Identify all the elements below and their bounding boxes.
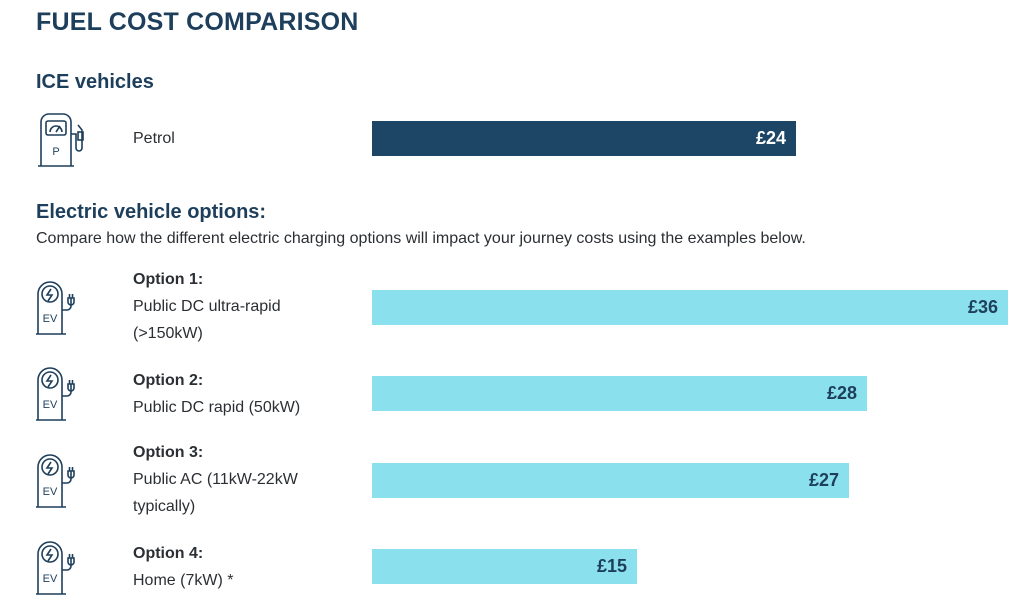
bar-option-4: £15 <box>372 549 637 584</box>
ev-charger-icon: EV <box>36 541 75 595</box>
svg-text:EV: EV <box>43 399 58 411</box>
bar-value-label: £36 <box>967 297 998 317</box>
option-4-label: Option 4: Home (7kW) * <box>133 540 333 594</box>
bar-value-label: £15 <box>596 556 627 576</box>
bar-option-1: £36 <box>372 290 1008 325</box>
bar-value-label: £28 <box>826 383 857 403</box>
ev-section-heading: Electric vehicle options: <box>36 201 267 223</box>
option-title: Option 2: <box>133 372 204 389</box>
ev-charger-icon: EV <box>36 281 75 335</box>
option-title: Option 1: <box>133 271 204 288</box>
svg-text:EV: EV <box>43 313 58 325</box>
option-1-label: Option 1: Public DC ultra-rapid (>150kW) <box>133 266 333 347</box>
ice-section-heading: ICE vehicles <box>36 71 154 93</box>
petrol-label: Petrol <box>133 130 175 147</box>
option-2-label: Option 2: Public DC rapid (50kW) <box>133 367 333 421</box>
svg-text:EV: EV <box>43 486 58 498</box>
bar-petrol: £24 <box>372 121 796 156</box>
option-description: Public DC ultra-rapid (>150kW) <box>133 298 281 342</box>
svg-text:P: P <box>52 146 59 158</box>
bar-option-2: £28 <box>372 376 867 411</box>
ev-description: Compare how the different electric charg… <box>36 230 806 247</box>
bar-value-label: £24 <box>755 128 786 148</box>
ev-charger-icon: EV <box>36 367 75 421</box>
option-title: Option 3: <box>133 444 204 461</box>
option-description: Public AC (11kW-22kW typically) <box>133 471 298 515</box>
svg-text:EV: EV <box>43 573 58 585</box>
option-3-label: Option 3: Public AC (11kW-22kW typically… <box>133 439 333 520</box>
option-description: Home (7kW) * <box>133 572 234 589</box>
petrol-pump-icon: P <box>38 113 84 167</box>
bar-value-label: £27 <box>808 470 839 490</box>
option-title: Option 4: <box>133 545 204 562</box>
page-title: FUEL COST COMPARISON <box>36 8 359 36</box>
ev-charger-icon: EV <box>36 454 75 508</box>
option-description: Public DC rapid (50kW) <box>133 399 301 416</box>
bar-option-3: £27 <box>372 463 849 498</box>
